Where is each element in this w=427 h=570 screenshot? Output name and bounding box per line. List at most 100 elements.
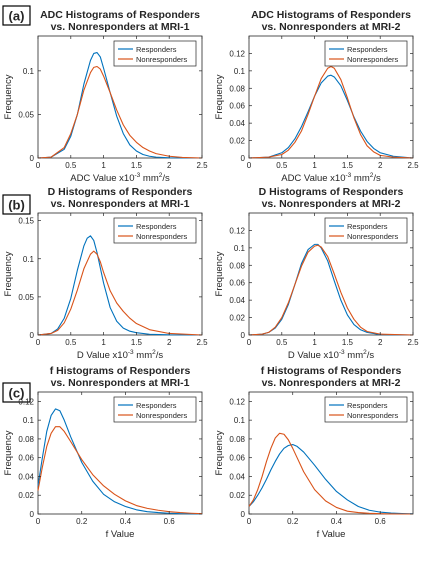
x-tick-label: 1.5 — [342, 338, 354, 347]
legend-entry: Nonresponders — [347, 55, 399, 64]
chart-title: f Histograms of Responders — [261, 365, 402, 377]
y-tick-label: 0.02 — [229, 137, 245, 146]
x-tick-label: 0.2 — [76, 517, 88, 526]
x-tick-label: 0 — [36, 338, 41, 347]
x-tick-label: 0.5 — [276, 338, 288, 347]
x-tick-label: 0.6 — [164, 517, 176, 526]
y-tick-label: 0 — [30, 510, 35, 519]
y-tick-label: 0.06 — [229, 102, 245, 111]
series-line-nonresponders — [248, 244, 414, 336]
x-tick-label: 0.6 — [375, 517, 387, 526]
x-tick-label: 0 — [36, 161, 41, 170]
chart-title: ADC Histograms of Responders — [40, 9, 200, 21]
panel-label-box — [2, 194, 31, 215]
chart-title: D Histograms of Responders — [48, 186, 193, 198]
x-tick-label: 2.5 — [407, 161, 419, 170]
x-tick-label: 2.5 — [407, 338, 419, 347]
y-axis-label: Frequency — [214, 430, 225, 475]
y-axis-label: Frequency — [3, 430, 14, 475]
x-tick-label: 0 — [36, 517, 41, 526]
x-tick-label: 0.5 — [65, 338, 77, 347]
chart-title: f Histograms of Responders — [50, 365, 191, 377]
y-tick-label: 0.04 — [229, 296, 245, 305]
y-tick-label: 0.02 — [18, 491, 34, 500]
y-tick-label: 0.05 — [18, 293, 34, 302]
y-tick-label: 0.08 — [229, 435, 245, 444]
y-tick-label: 0.06 — [18, 454, 34, 463]
y-axis-label: Frequency — [214, 74, 225, 119]
panel-label: (b) — [2, 194, 31, 215]
x-tick-label: 0.5 — [65, 161, 77, 170]
x-tick-label: 2.5 — [196, 161, 208, 170]
series-line-responders — [37, 235, 203, 336]
y-tick-label: 0.1 — [234, 67, 246, 76]
series-line-nonresponders — [248, 432, 413, 515]
y-tick-label: 0 — [30, 154, 35, 163]
y-tick-label: 0.02 — [229, 314, 245, 323]
x-tick-label: 0 — [247, 338, 252, 347]
y-tick-label: 0 — [241, 331, 246, 340]
y-tick-label: 0.12 — [229, 49, 245, 58]
series-line-responders — [248, 243, 414, 336]
x-tick-label: 2 — [167, 161, 172, 170]
x-axis-label: ADC Value x10-3 mm2/s — [281, 172, 381, 184]
x-axis-label: D Value x10-3 mm2/s — [77, 349, 164, 361]
x-tick-label: 2 — [167, 338, 172, 347]
chart-title: vs. Nonresponders at MRI-2 — [262, 377, 401, 389]
x-tick-label: 0.4 — [120, 517, 132, 526]
x-tick-label: 1 — [101, 161, 106, 170]
panel-label-text: (b) — [8, 198, 25, 213]
series-line-responders — [37, 408, 203, 515]
legend-entry: Responders — [136, 222, 177, 231]
legend-box — [113, 40, 197, 67]
x-axis-label: D Value x10-3 mm2/s — [288, 349, 375, 361]
panel-label-box — [2, 382, 31, 403]
y-axis-label: Frequency — [3, 251, 14, 296]
legend-entry: Nonresponders — [347, 411, 399, 420]
y-tick-label: 0.04 — [18, 472, 34, 481]
x-axis-label: f Value — [317, 529, 346, 540]
y-tick-label: 0.04 — [229, 472, 245, 481]
y-tick-label: 0.1 — [23, 255, 35, 264]
series-line-nonresponders — [37, 426, 203, 515]
legend-box — [113, 396, 197, 423]
y-tick-label: 0.1 — [234, 244, 246, 253]
x-tick-label: 0.2 — [287, 517, 299, 526]
y-tick-label: 0.12 — [18, 397, 34, 406]
legend-box — [113, 217, 197, 244]
x-tick-label: 1.5 — [342, 161, 354, 170]
x-tick-label: 1 — [312, 338, 317, 347]
y-tick-label: 0.08 — [229, 84, 245, 93]
x-tick-label: 2 — [378, 338, 383, 347]
chart-title: vs. Nonresponders at MRI-2 — [262, 198, 401, 210]
legend-entry: Nonresponders — [136, 232, 188, 241]
legend-box — [324, 396, 408, 423]
y-tick-label: 0 — [30, 331, 35, 340]
series-line-nonresponders — [37, 250, 203, 336]
y-tick-label: 0.15 — [18, 217, 34, 226]
legend-entry: Responders — [347, 222, 388, 231]
legend-entry: Responders — [347, 45, 388, 54]
chart-title: vs. Nonresponders at MRI-2 — [262, 21, 401, 33]
panel-label: (c) — [2, 382, 31, 403]
series-line-responders — [248, 443, 414, 515]
x-tick-label: 0 — [247, 517, 252, 526]
chart-title: vs. Nonresponders at MRI-1 — [51, 377, 190, 389]
y-tick-label: 0 — [241, 510, 246, 519]
legend-box — [324, 40, 408, 67]
chart-title: ADC Histograms of Responders — [251, 9, 411, 21]
x-tick-label: 0.5 — [276, 161, 288, 170]
y-tick-label: 0.06 — [229, 279, 245, 288]
x-tick-label: 1 — [101, 338, 106, 347]
series-line-responders — [248, 74, 414, 159]
panel-label: (a) — [2, 5, 31, 26]
y-tick-label: 0.1 — [234, 416, 246, 425]
legend-entry: Nonresponders — [136, 411, 188, 420]
y-tick-label: 0.1 — [23, 67, 35, 76]
